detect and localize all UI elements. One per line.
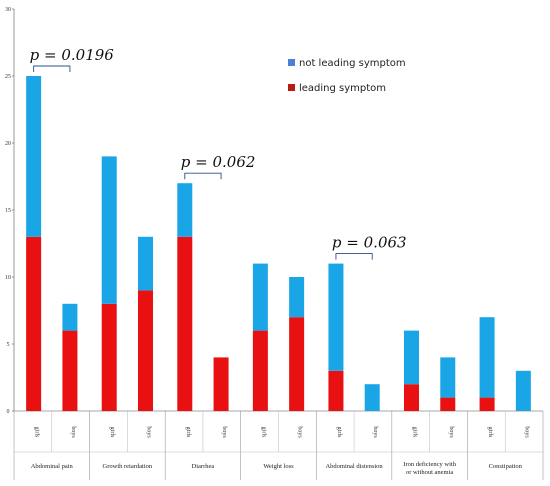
gender-label: girls <box>412 427 418 438</box>
legend-swatch-not-leading <box>288 59 295 66</box>
annotations: p = 0.0196 p = 0.062 p = 0.063 <box>30 46 407 260</box>
y-tick-label: 10 <box>5 275 11 281</box>
bar-segment <box>101 156 117 304</box>
bar-segment <box>137 236 153 291</box>
bar-segment <box>137 290 153 411</box>
gender-label: girls <box>260 427 266 438</box>
y-tick-label: 5 <box>7 342 10 348</box>
bar-segment <box>213 357 229 411</box>
group-label: Diarrhea <box>192 463 215 470</box>
bar-segment <box>177 183 193 237</box>
bar-segment <box>62 303 78 331</box>
y-tick-label: 20 <box>5 141 11 147</box>
gender-label: boys <box>70 426 76 438</box>
gender-label: boys <box>448 426 454 438</box>
bar-segment <box>479 397 495 411</box>
bar-segment <box>252 263 268 331</box>
gender-label: girls <box>336 427 342 438</box>
bar-segment <box>479 317 495 398</box>
y-tick-label: 0 <box>7 409 10 415</box>
gender-label: boys <box>145 426 151 438</box>
bar-segment <box>404 330 420 385</box>
bar-segment <box>177 236 193 411</box>
bar-segment <box>289 317 305 411</box>
bar-segment <box>252 330 268 411</box>
axes: 0 5 10 15 20 25 30 <box>5 7 544 480</box>
gender-label: boys <box>523 426 529 438</box>
bar-segment <box>328 263 344 371</box>
gender-label: girls <box>487 427 493 438</box>
legend-label-leading: leading symptom <box>299 83 386 94</box>
p-value-label: p = 0.062 <box>181 153 256 171</box>
legend-swatch-leading <box>288 84 295 91</box>
significance-bracket <box>33 65 71 72</box>
gender-label: boys <box>372 426 378 438</box>
y-tick-label: 30 <box>5 7 11 13</box>
bar-segment <box>62 330 78 411</box>
significance-bracket <box>335 253 373 260</box>
group-label: Weight loss <box>263 463 294 470</box>
bar-segment <box>440 357 456 398</box>
bar-segment <box>364 384 380 411</box>
legend: not leading symptom leading symptom <box>288 58 406 94</box>
group-label: or without anemia <box>406 469 453 476</box>
y-tick-label: 15 <box>5 208 11 214</box>
y-tick-label: 25 <box>5 74 11 80</box>
bar-segment <box>101 303 117 411</box>
bar-segment <box>515 370 531 411</box>
gender-label: boys <box>297 426 303 438</box>
group-label: Growth retardation <box>103 463 153 470</box>
group-label: Abdominal distension <box>325 463 383 470</box>
bar-segment <box>289 277 305 318</box>
legend-label-not-leading: not leading symptom <box>299 58 406 69</box>
group-label: Abdominal pain <box>31 463 74 470</box>
bars <box>26 76 531 411</box>
bar-segment <box>26 76 42 237</box>
category-labels: girls boys Abdominal pain girls boys Growth r… <box>31 426 530 476</box>
gender-label: girls <box>34 427 40 438</box>
bar-segment <box>404 384 420 411</box>
gender-label: girls <box>109 427 115 438</box>
p-value-label: p = 0.063 <box>332 234 407 252</box>
bar-segment <box>440 397 456 411</box>
bar-segment <box>26 236 42 411</box>
bar-segment <box>328 370 344 411</box>
p-value-label: p = 0.0196 <box>30 46 115 64</box>
significance-bracket <box>184 172 222 180</box>
group-label: Iron deficiency with <box>403 461 456 468</box>
gender-label: boys <box>221 426 227 438</box>
gender-label: girls <box>185 427 191 438</box>
group-label: Constipation <box>489 463 523 470</box>
